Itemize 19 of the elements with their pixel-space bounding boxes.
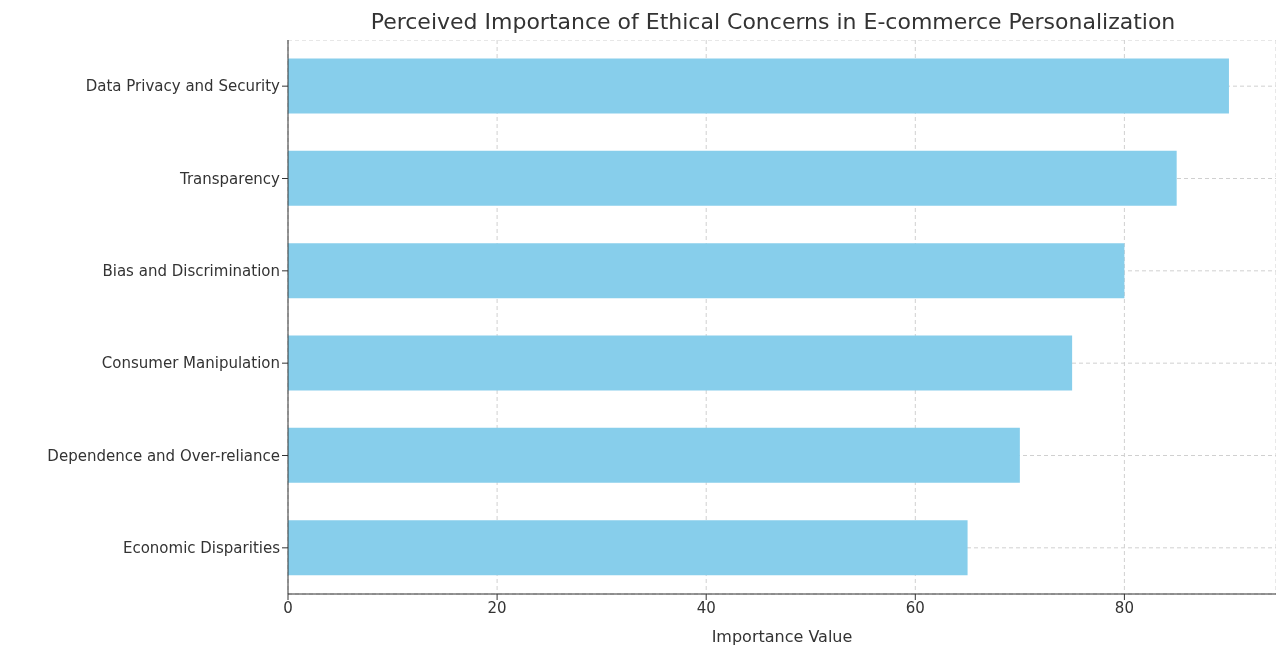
- y-tick-label: Consumer Manipulation: [101, 354, 280, 373]
- x-tick-label: 20: [487, 598, 507, 617]
- y-tick-label: Data Privacy and Security: [85, 77, 281, 96]
- x-tick-label: 0: [283, 598, 293, 617]
- bar: [288, 58, 1229, 114]
- bar: [288, 150, 1177, 206]
- x-tick-label: 60: [905, 598, 925, 617]
- y-tick-label: Economic Disparities: [122, 539, 281, 558]
- bar: [288, 243, 1125, 299]
- bar: [288, 335, 1073, 391]
- y-tick-label: Bias and Discrimination: [102, 262, 280, 281]
- x-tick-label: 80: [1114, 598, 1134, 617]
- bar: [288, 520, 968, 576]
- y-tick-label: Transparency: [178, 169, 281, 188]
- chart-title: Perceived Importance of Ethical Concerns in E-commerce Personalization: [369, 8, 1177, 36]
- bar: [288, 427, 1020, 483]
- x-tick-label: 40: [696, 598, 716, 617]
- x-axis-title: Importance Value: [711, 627, 853, 646]
- y-tick-label: Dependence and Over-reliance: [47, 446, 280, 465]
